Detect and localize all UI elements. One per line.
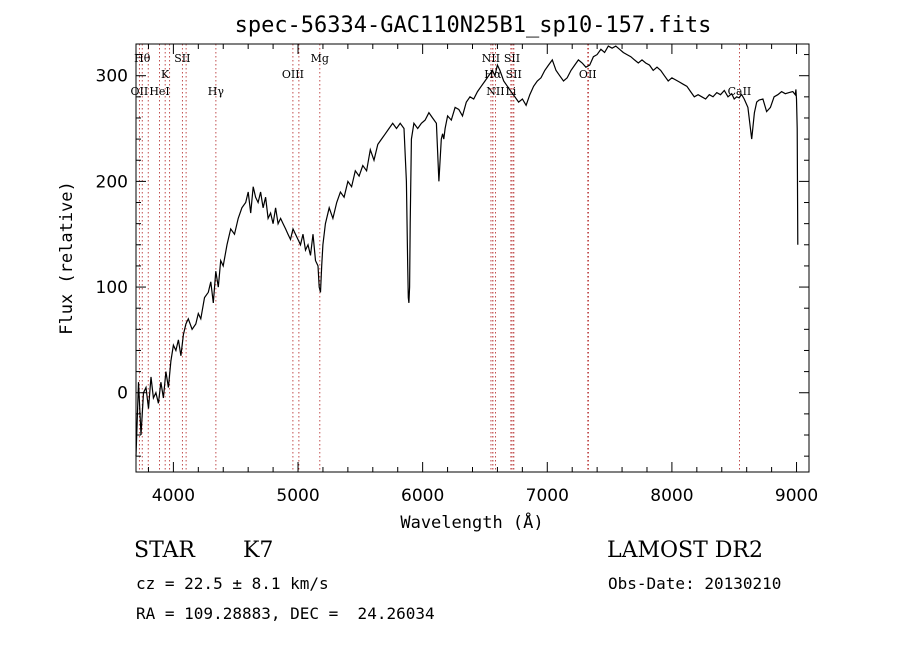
x-tick-label: 8000 — [650, 486, 693, 506]
y-tick-label: 0 — [117, 384, 128, 404]
spectrum-line — [135, 45, 799, 457]
emission-line-label: NII — [482, 52, 500, 65]
redshift-value: cz = 22.5 ± 8.1 km/s — [136, 574, 329, 593]
y-tick-label: 300 — [96, 67, 128, 87]
x-tick-label: 5000 — [276, 486, 319, 506]
coordinates: RA = 109.28883, DEC = 24.26034 — [136, 604, 435, 623]
emission-line-label: SII — [506, 68, 522, 81]
emission-line-label: OIII — [282, 68, 304, 81]
object-class: STAR — [134, 538, 195, 563]
object-subclass: K7 — [243, 538, 274, 563]
x-axis: 4000 5000 6000 7000 8000 9000 — [147, 44, 818, 506]
emission-line-label: SII — [174, 52, 190, 65]
y-axis-label: Flux (relative) — [57, 181, 77, 335]
x-axis-label: Wavelength (Å) — [400, 511, 543, 533]
emission-line-label: HeI — [149, 85, 169, 98]
emission-line-label: SII — [504, 52, 520, 65]
y-tick-label: 200 — [96, 172, 128, 192]
chart-title: spec-56334-GAC110N25B1_sp10-157.fits — [235, 13, 712, 38]
emission-line-label: Hα — [484, 68, 502, 81]
x-tick-label: 6000 — [401, 486, 444, 506]
emission-line-label: Hθ — [134, 52, 151, 65]
x-tick-label: 9000 — [775, 486, 818, 506]
y-axis: 0 100 200 300 — [96, 54, 809, 457]
survey-name: LAMOST DR2 — [607, 538, 763, 563]
emission-line-label: Mg — [311, 52, 329, 65]
emission-line-label: OII — [579, 68, 597, 81]
emission-line-label: OII — [131, 85, 149, 98]
x-tick-label: 4000 — [152, 486, 195, 506]
emission-line-label: CaII — [728, 85, 752, 98]
emission-line-label: Hγ — [208, 85, 225, 98]
emission-line-label: K — [161, 68, 170, 81]
y-tick-label: 100 — [96, 278, 128, 298]
x-tick-label: 7000 — [526, 486, 569, 506]
emission-line-markers — [138, 44, 740, 472]
observation-date: Obs-Date: 20130210 — [608, 574, 782, 593]
plot-frame — [135, 43, 810, 473]
emission-line-label: NII — [486, 85, 504, 98]
